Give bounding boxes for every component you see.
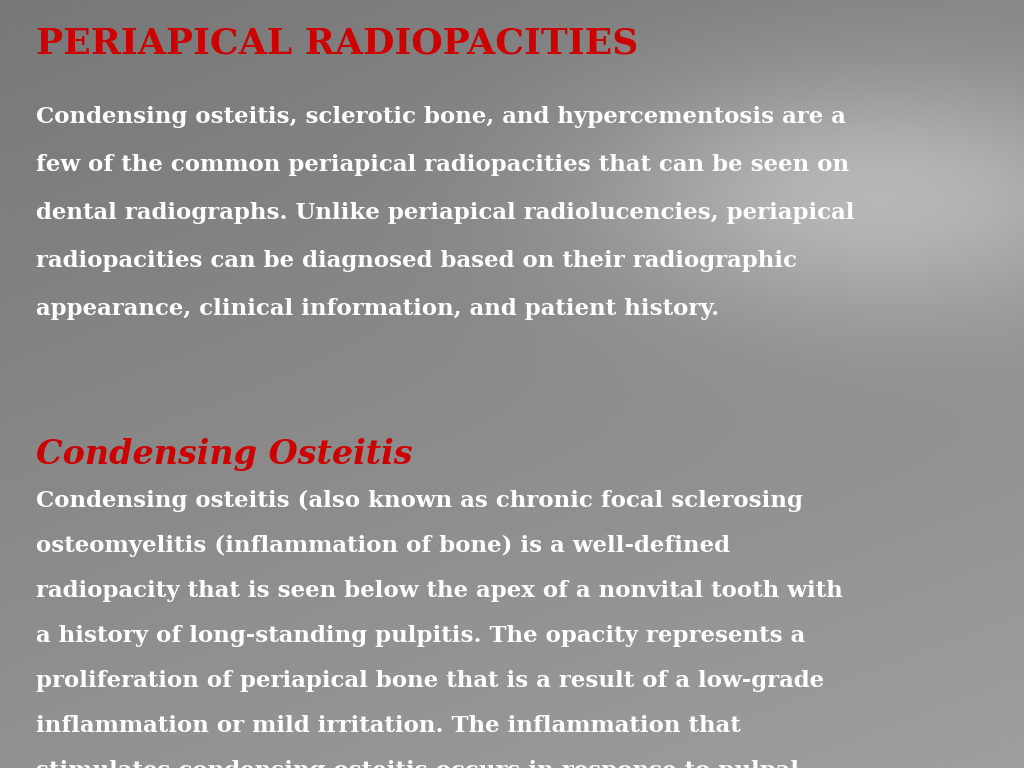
Text: radiopacity that is seen below the apex of a nonvital tooth with: radiopacity that is seen below the apex … [36, 580, 843, 602]
Text: inflammation or mild irritation. The inflammation that: inflammation or mild irritation. The inf… [36, 714, 740, 737]
Text: stimulates condensing osteitis occurs in response to pulpal: stimulates condensing osteitis occurs in… [36, 760, 799, 768]
Text: Condensing osteitis (also known as chronic focal sclerosing: Condensing osteitis (also known as chron… [36, 490, 803, 512]
Text: Condensing osteitis, sclerotic bone, and hypercementosis are a: Condensing osteitis, sclerotic bone, and… [36, 106, 846, 128]
Text: a history of long-standing pulpitis. The opacity represents a: a history of long-standing pulpitis. The… [36, 625, 805, 647]
Text: proliferation of periapical bone that is a result of a low-grade: proliferation of periapical bone that is… [36, 670, 824, 692]
Text: Condensing Osteitis: Condensing Osteitis [36, 438, 413, 471]
Text: PERIAPICAL RADIOPACITIES: PERIAPICAL RADIOPACITIES [36, 27, 638, 61]
Text: appearance, clinical information, and patient history.: appearance, clinical information, and pa… [36, 298, 719, 320]
Text: osteomyelitis (inflammation of bone) is a well-defined: osteomyelitis (inflammation of bone) is … [36, 535, 730, 557]
Text: dental radiographs. Unlike periapical radiolucencies, periapical: dental radiographs. Unlike periapical ra… [36, 202, 854, 224]
Text: few of the common periapical radiopacities that can be seen on: few of the common periapical radiopaciti… [36, 154, 849, 176]
Text: radiopacities can be diagnosed based on their radiographic: radiopacities can be diagnosed based on … [36, 250, 797, 272]
